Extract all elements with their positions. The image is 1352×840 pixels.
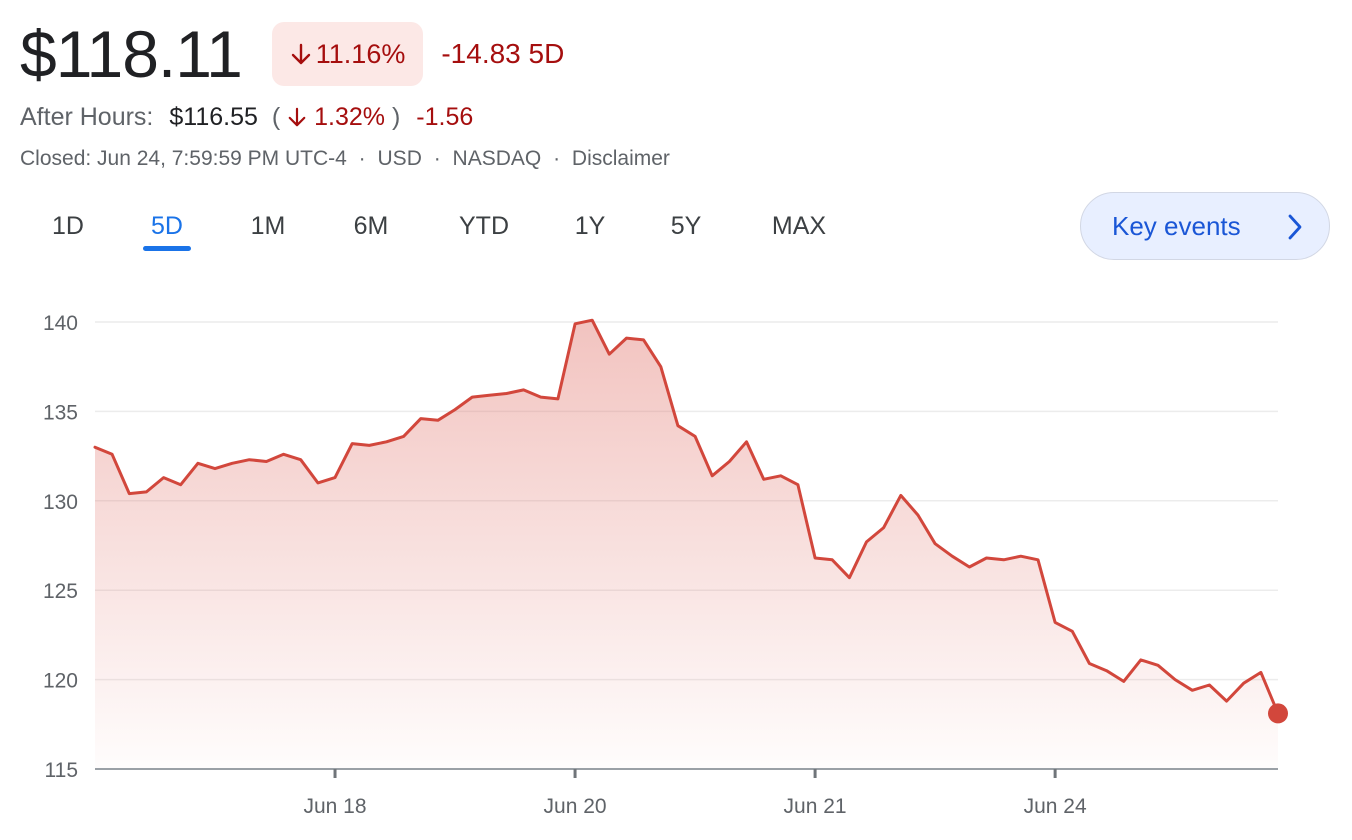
paren-open: ( [271,103,281,131]
separator: · [433,147,441,170]
price-row: $118.11 11.16% -14.83 5D [20,14,564,94]
x-tick-label: Jun 21 [784,795,847,818]
after-hours-price: $116.55 [169,103,258,131]
separator: · [553,147,561,170]
last-price-point [1268,703,1288,724]
y-tick-label: 125 [43,580,78,603]
after-hours-percent: ( 1.32% ) [272,103,400,132]
after-hours-label: After Hours: [20,103,154,131]
y-tick-label: 115 [45,759,78,782]
y-tick-label: 135 [43,401,78,424]
closed-time: Closed: Jun 24, 7:59:59 PM UTC-4 [20,147,347,170]
arrow-down-icon [291,43,310,65]
tab-1d[interactable]: 1D [52,212,84,240]
y-tick-label: 140 [43,312,78,335]
key-events-label: Key events [1112,210,1241,241]
disclaimer-link[interactable]: Disclaimer [571,147,670,170]
tab-ytd[interactable]: YTD [459,212,509,240]
tab-1m[interactable]: 1M [250,212,286,240]
separator: · [358,147,366,170]
y-tick-label: 120 [43,670,78,693]
active-tab-indicator [143,246,191,251]
tab-5y[interactable]: 5Y [670,212,702,240]
y-tick-label: 130 [43,491,78,514]
tab-5d[interactable]: 5D [151,212,183,240]
price-area [95,320,1278,769]
x-tick-label: Jun 18 [303,795,366,818]
arrow-down-icon [288,107,306,127]
after-hours-change: -1.56 [416,103,474,131]
change-percent-badge: 11.16% [271,22,424,86]
currency: USD [377,147,422,170]
paren-close: ) [391,103,401,131]
after-hours-percent-value: 1.32% [314,103,386,131]
x-tick-label: Jun 24 [1024,795,1087,818]
quote-meta: Closed: Jun 24, 7:59:59 PM UTC-4 · USD ·… [20,147,670,171]
after-hours-row: After Hours: $116.55 ( 1.32% ) -1.56 [20,103,473,132]
exchange: NASDAQ [452,147,542,170]
change-absolute: -14.83 5D [441,38,565,69]
tab-max[interactable]: MAX [771,212,827,240]
x-tick-label: Jun 20 [544,795,607,818]
change-percent: 11.16% [315,38,406,69]
current-price: $118.11 [20,17,243,91]
tab-1y[interactable]: 1Y [574,212,606,240]
key-events-button[interactable]: Key events [1080,192,1330,260]
tab-6m[interactable]: 6M [353,212,389,240]
chevron-right-icon [1288,214,1302,240]
price-line [93,318,1280,715]
